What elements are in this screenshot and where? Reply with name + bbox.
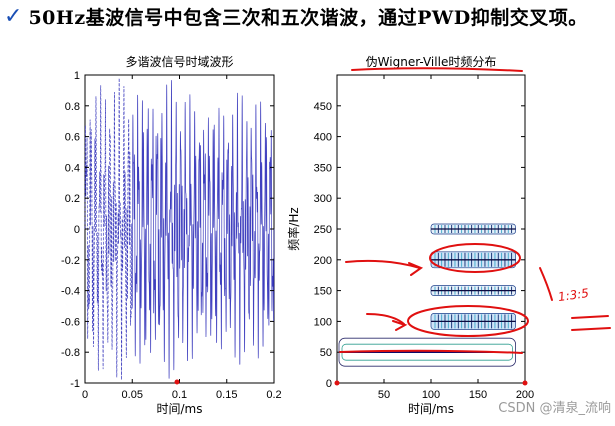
arrow-200hz <box>345 259 424 276</box>
right-y-tick-label: 300 <box>314 193 332 205</box>
left-y-tick-label: 0.2 <box>65 193 80 205</box>
right-y-tick-label: 100 <box>314 316 332 328</box>
right-x-tick-label: 150 <box>469 389 487 401</box>
left-y-tick-label: 0.6 <box>65 132 80 144</box>
left-x-tick-label: 0.05 <box>122 389 143 401</box>
right-y-tick-label: 250 <box>314 224 332 236</box>
checkmark-icon: ✓ <box>4 3 23 29</box>
headline: ✓ 50Hz基波信号中包含三次和五次谐波，通过PWD抑制交叉项。 <box>4 2 588 30</box>
left-x-axis-label: 时间/ms <box>157 402 203 416</box>
right-y-axis-label: 频率/Hz <box>286 207 301 250</box>
headline-text: 50Hz基波信号中包含三次和五次谐波，通过PWD抑制交叉项。 <box>28 6 588 29</box>
right-x-axis-label: 时间/ms <box>408 402 454 416</box>
right-x-tick-label: 100 <box>422 389 440 401</box>
red-annotations <box>339 67 611 354</box>
right-y-tick-label: 400 <box>314 132 332 144</box>
right-chart-title: 伪Wigner-Ville时频分布 <box>366 55 497 69</box>
right-y-tick-label: 150 <box>314 286 332 298</box>
title-underline <box>351 67 523 72</box>
red-dot <box>522 380 528 386</box>
left-y-tick-label: 0.8 <box>65 101 80 113</box>
left-y-tick-label: 0.4 <box>65 162 80 174</box>
circle-200hz <box>429 243 521 273</box>
waveform-series-segment <box>131 80 180 379</box>
brace-mark <box>539 267 553 301</box>
left-x-tick-label: 0.1 <box>172 389 187 401</box>
right-x-tick-label: 200 <box>516 389 534 401</box>
tfd-band-100hz <box>430 313 516 330</box>
red-dot <box>174 379 180 385</box>
underline-50hz <box>339 349 523 354</box>
left-x-tick-label: 0.2 <box>266 389 281 401</box>
tfd-band-200hz <box>430 251 516 269</box>
right-y-tick-label: 450 <box>314 101 332 113</box>
equals-mark <box>571 315 611 331</box>
circle-100hz <box>407 305 529 337</box>
red-dot <box>334 380 340 386</box>
right-y-tick-label: 50 <box>320 347 332 359</box>
tfd-band-150hz <box>430 285 516 296</box>
watermark: CSDN @清泉_流响 <box>498 400 611 416</box>
ratio-note: 1:3:5 <box>557 286 590 304</box>
left-y-tick-label: -0.6 <box>61 316 80 328</box>
left-y-tick-label: -0.2 <box>61 255 80 267</box>
left-y-tick-label: 0 <box>74 224 80 236</box>
right-y-tick-label: 200 <box>314 255 332 267</box>
left-y-tick-label: -0.4 <box>61 286 80 298</box>
left-x-tick-label: 0 <box>82 389 88 401</box>
left-y-tick-label: 1 <box>74 70 80 82</box>
left-chart-title: 多谐波信号时域波形 <box>125 55 233 69</box>
right-y-tick-label: 350 <box>314 162 332 174</box>
left-y-tick-label: -1 <box>70 378 80 390</box>
arrow-100hz <box>366 313 408 331</box>
waveform-series-segment <box>179 92 275 365</box>
right-x-tick-label: 50 <box>378 389 390 401</box>
left-x-tick-label: 0.15 <box>216 389 237 401</box>
left-y-tick-label: -0.8 <box>61 347 80 359</box>
right-y-tick-label: 0 <box>326 378 332 390</box>
waveform-series-segment <box>84 78 133 380</box>
tfd-band-250hz <box>430 223 516 235</box>
